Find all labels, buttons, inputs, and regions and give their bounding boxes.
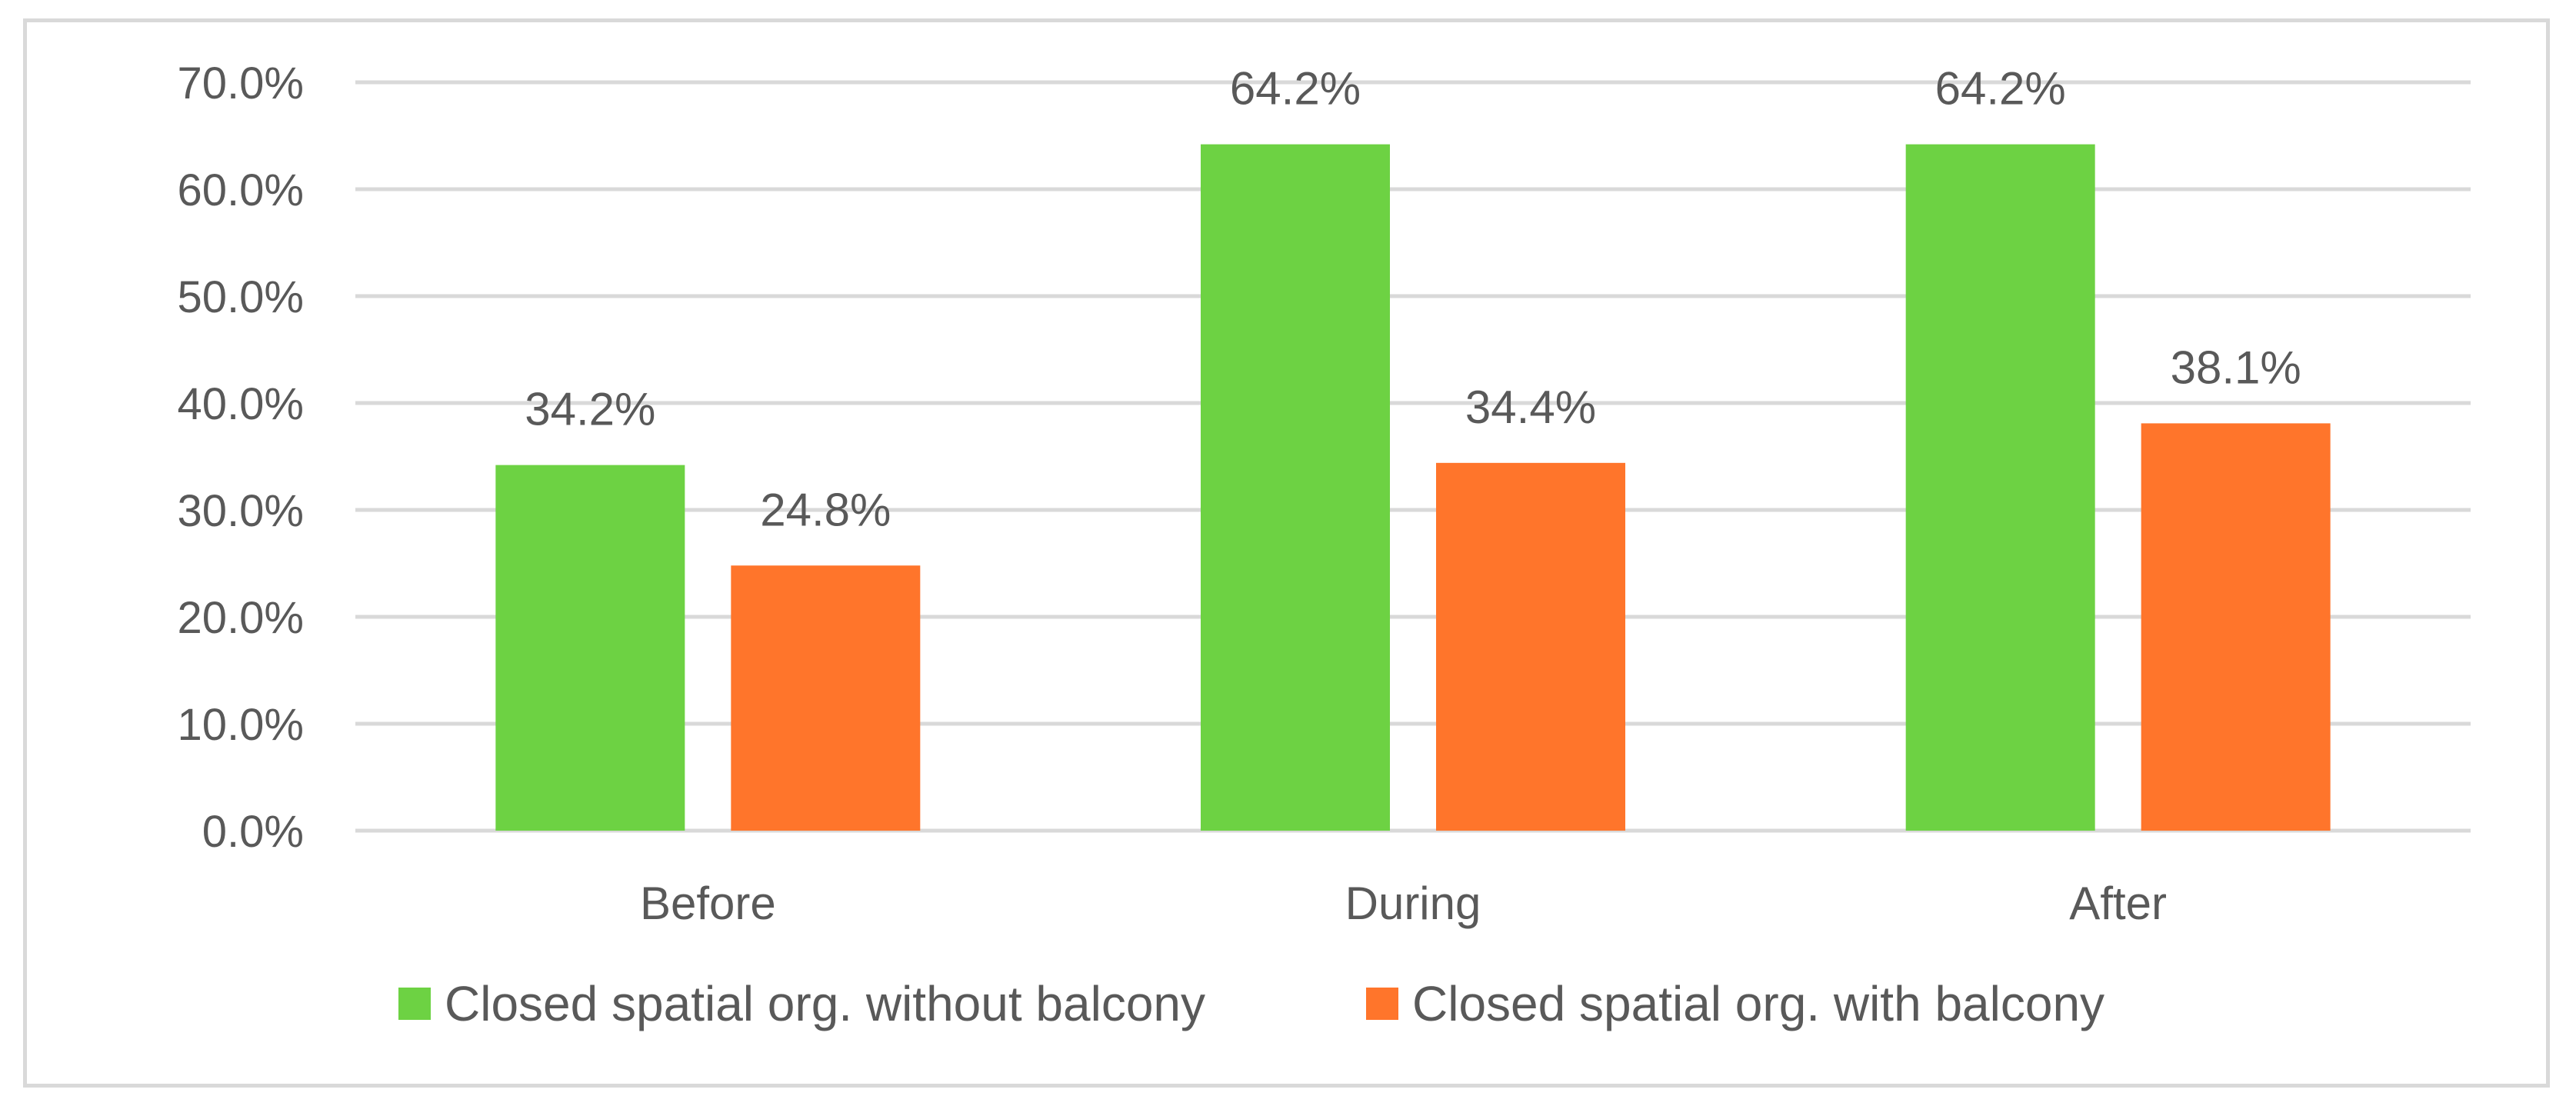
y-tick-label: 70.0% — [178, 58, 304, 108]
legend: Closed spatial org. without balcony Close… — [398, 976, 2104, 1031]
data-label: 34.4% — [1465, 381, 1596, 433]
y-axis-tick-labels: 0.0% 10.0% 20.0% 30.0% 40.0% 50.0% 60.0% 70.0% — [178, 58, 304, 857]
legend-swatch — [398, 988, 431, 1020]
legend-swatch — [1366, 988, 1398, 1020]
bar-with-balcony-after — [2141, 423, 2331, 831]
data-label: 38.1% — [2171, 341, 2301, 393]
x-category-label: During — [1345, 878, 1481, 929]
x-category-label: After — [2069, 878, 2167, 929]
y-tick-label: 0.0% — [202, 807, 304, 857]
x-axis-category-labels: Before During After — [640, 878, 2167, 929]
y-tick-label: 10.0% — [178, 700, 304, 750]
bar-without-balcony-before — [495, 465, 685, 831]
bar-without-balcony-after — [1905, 144, 2095, 831]
y-tick-label: 50.0% — [178, 272, 304, 322]
legend-label: Closed spatial org. without balcony — [445, 976, 1205, 1031]
data-label: 24.8% — [760, 484, 891, 535]
bars — [495, 144, 2331, 831]
y-tick-label: 60.0% — [178, 165, 304, 215]
x-category-label: Before — [640, 878, 776, 929]
bar-with-balcony-before — [731, 565, 921, 831]
data-label: 64.2% — [1935, 63, 2066, 115]
data-label: 34.2% — [525, 384, 655, 435]
gridlines — [355, 80, 2471, 833]
data-labels: 34.2% 24.8% 64.2% 34.4% 64.2% 38.1% — [525, 63, 2301, 536]
legend-label: Closed spatial org. with balcony — [1412, 976, 2104, 1031]
y-tick-label: 30.0% — [178, 486, 304, 536]
bar-with-balcony-during — [1436, 462, 1625, 831]
y-tick-label: 20.0% — [178, 593, 304, 643]
data-label: 64.2% — [1230, 63, 1361, 115]
bar-without-balcony-during — [1201, 144, 1390, 831]
y-tick-label: 40.0% — [178, 379, 304, 429]
